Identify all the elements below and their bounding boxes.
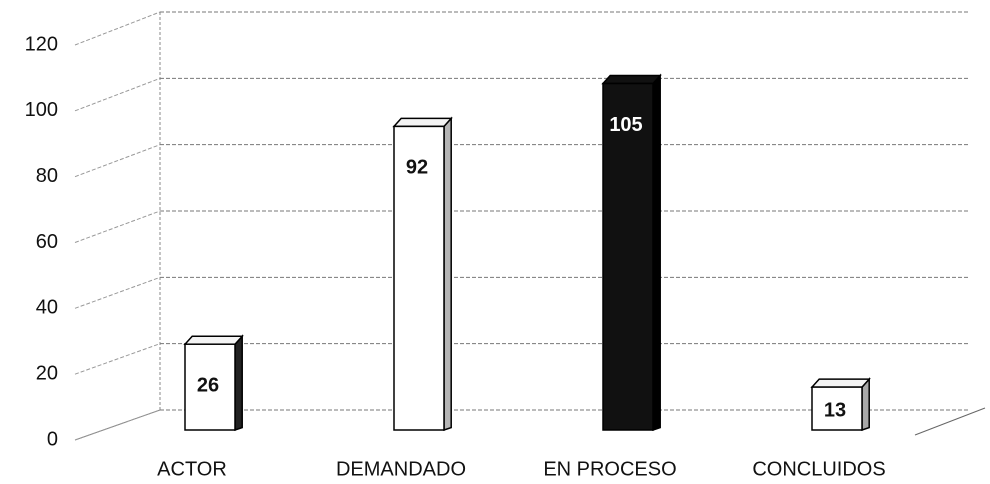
data-label: 13 xyxy=(824,399,846,421)
side-grid-line xyxy=(74,343,161,375)
bar-side xyxy=(443,116,452,432)
side-grid-line xyxy=(74,276,161,309)
bar-top xyxy=(183,335,244,345)
y-tick-label: 100 xyxy=(25,99,58,121)
data-label: 26 xyxy=(197,374,219,396)
x-tick-label: DEMANDADO xyxy=(336,458,466,480)
data-label: 105 xyxy=(609,114,642,136)
bar-side xyxy=(652,73,661,432)
bar-top xyxy=(601,74,662,85)
y-tick-label: 20 xyxy=(36,362,58,384)
y-tick-label: 80 xyxy=(36,165,58,187)
bar xyxy=(184,343,236,431)
x-tick-label: EN PROCESO xyxy=(543,458,676,480)
bar-top xyxy=(810,378,871,388)
side-grid-line xyxy=(74,144,161,178)
bar xyxy=(811,386,863,431)
x-tick-label: CONCLUIDOS xyxy=(752,458,885,480)
bar-side xyxy=(234,334,243,432)
side-grid-line xyxy=(74,77,161,112)
x-tick-label: ACTOR xyxy=(157,458,227,480)
side-grid-line xyxy=(74,210,161,243)
y-tick-label: 60 xyxy=(36,231,58,253)
side-grid-line xyxy=(74,11,161,46)
bar xyxy=(602,82,654,431)
y-tick-label: 120 xyxy=(25,33,58,55)
y-tick-label: 0 xyxy=(47,428,58,450)
y-tick-label: 40 xyxy=(36,297,58,319)
bar-top xyxy=(392,117,453,128)
floor-front xyxy=(914,407,986,436)
data-label: 92 xyxy=(406,157,428,179)
bar xyxy=(393,125,445,431)
side-grid-line xyxy=(74,409,161,441)
